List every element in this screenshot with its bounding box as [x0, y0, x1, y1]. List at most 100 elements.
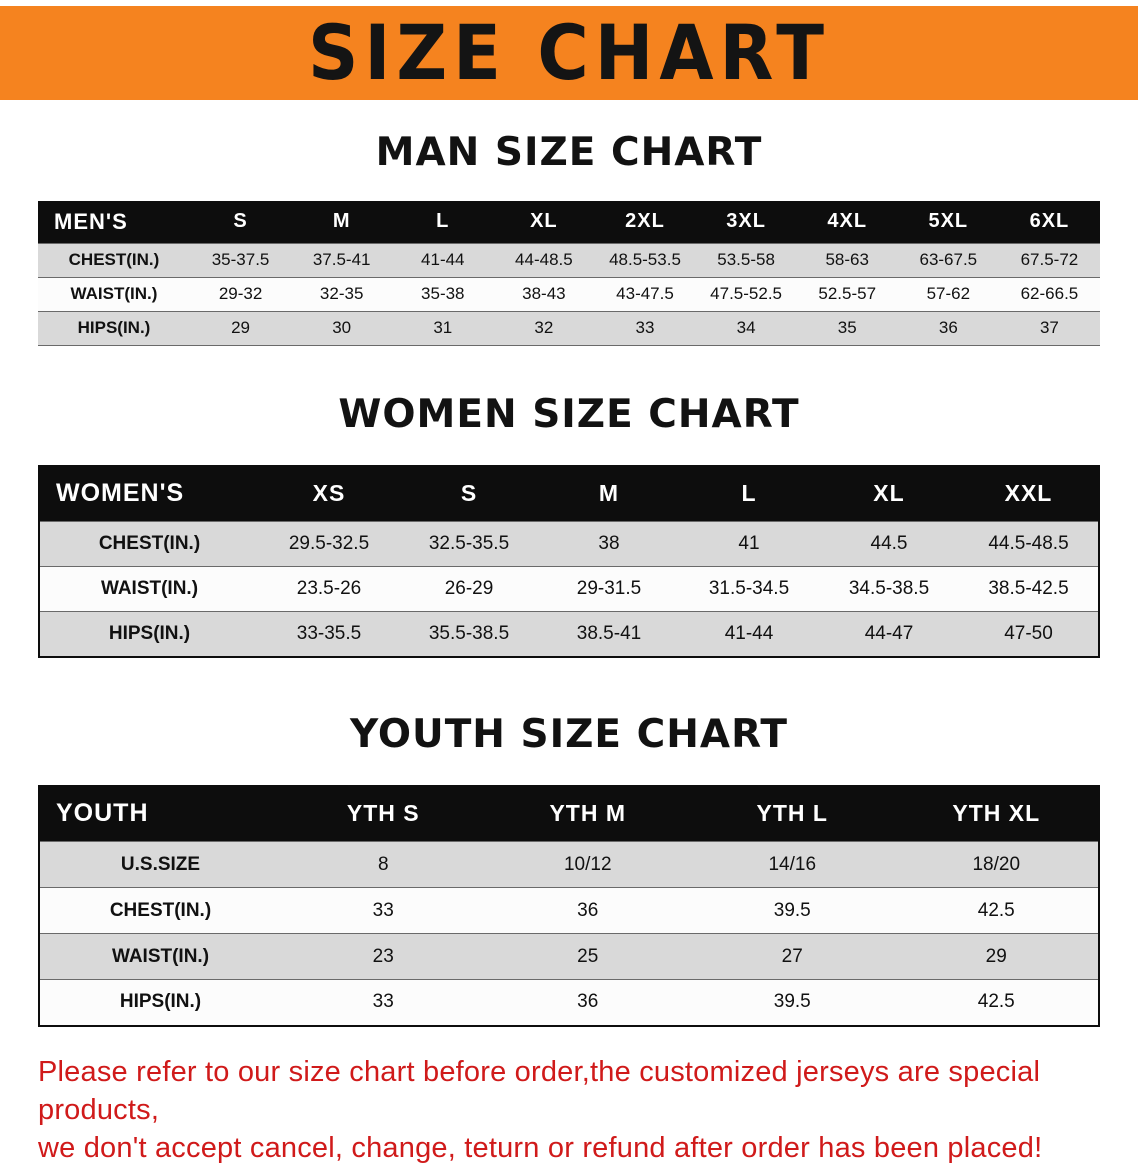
value-cell: 29-31.5 — [539, 567, 679, 612]
table-title-cell: YOUTH — [39, 786, 281, 842]
value-cell: 58-63 — [797, 243, 898, 277]
size-header-cell: L — [679, 466, 819, 522]
size-header-cell: 2XL — [594, 201, 695, 243]
size-header-cell: YTH M — [486, 786, 691, 842]
value-cell: 23 — [281, 934, 486, 980]
value-cell: 14/16 — [690, 842, 895, 888]
value-cell: 41-44 — [392, 243, 493, 277]
value-cell: 48.5-53.5 — [594, 243, 695, 277]
value-cell: 44-48.5 — [493, 243, 594, 277]
row-label-cell: WAIST(IN.) — [39, 934, 281, 980]
size-header-cell: M — [291, 201, 392, 243]
value-cell: 27 — [690, 934, 895, 980]
order-notice: Please refer to our size chart before or… — [38, 1053, 1102, 1167]
value-cell: 41 — [679, 522, 819, 567]
value-cell: 42.5 — [895, 980, 1100, 1026]
row-label-cell: HIPS(IN.) — [39, 612, 259, 657]
value-cell: 47.5-52.5 — [696, 277, 797, 311]
size-header-cell: YTH XL — [895, 786, 1100, 842]
value-cell: 29-32 — [190, 277, 291, 311]
size-header-cell: XL — [493, 201, 594, 243]
value-cell: 37 — [999, 311, 1100, 345]
value-cell: 32.5-35.5 — [399, 522, 539, 567]
value-cell: 38 — [539, 522, 679, 567]
size-header-cell: XS — [259, 466, 399, 522]
value-cell: 63-67.5 — [898, 243, 999, 277]
value-cell: 33-35.5 — [259, 612, 399, 657]
value-cell: 44.5-48.5 — [959, 522, 1099, 567]
value-cell: 34.5-38.5 — [819, 567, 959, 612]
value-cell: 35 — [797, 311, 898, 345]
value-cell: 41-44 — [679, 612, 819, 657]
value-cell: 33 — [281, 888, 486, 934]
value-cell: 36 — [898, 311, 999, 345]
value-cell: 53.5-58 — [696, 243, 797, 277]
value-cell: 25 — [486, 934, 691, 980]
women-section-heading: WOMEN SIZE CHART — [0, 392, 1138, 437]
size-header-cell: S — [399, 466, 539, 522]
value-cell: 52.5-57 — [797, 277, 898, 311]
value-cell: 26-29 — [399, 567, 539, 612]
page-title: SIZE CHART — [308, 9, 830, 98]
size-header-cell: YTH S — [281, 786, 486, 842]
row-label-cell: HIPS(IN.) — [38, 311, 190, 345]
row-label-cell: WAIST(IN.) — [38, 277, 190, 311]
value-cell: 34 — [696, 311, 797, 345]
row-label-cell: CHEST(IN.) — [39, 522, 259, 567]
value-cell: 43-47.5 — [594, 277, 695, 311]
value-cell: 10/12 — [486, 842, 691, 888]
value-cell: 39.5 — [690, 888, 895, 934]
value-cell: 57-62 — [898, 277, 999, 311]
value-cell: 35.5-38.5 — [399, 612, 539, 657]
table-title-cell: WOMEN'S — [39, 466, 259, 522]
size-header-cell: S — [190, 201, 291, 243]
size-header-cell: YTH L — [690, 786, 895, 842]
value-cell: 35-38 — [392, 277, 493, 311]
value-cell: 32-35 — [291, 277, 392, 311]
size-header-cell: 5XL — [898, 201, 999, 243]
table-title-cell: MEN'S — [38, 201, 190, 243]
value-cell: 62-66.5 — [999, 277, 1100, 311]
value-cell: 33 — [594, 311, 695, 345]
value-cell: 23.5-26 — [259, 567, 399, 612]
value-cell: 36 — [486, 980, 691, 1026]
value-cell: 36 — [486, 888, 691, 934]
size-header-cell: L — [392, 201, 493, 243]
size-header-cell: 6XL — [999, 201, 1100, 243]
value-cell: 29 — [895, 934, 1100, 980]
value-cell: 33 — [281, 980, 486, 1026]
value-cell: 67.5-72 — [999, 243, 1100, 277]
value-cell: 42.5 — [895, 888, 1100, 934]
youth-section-heading: YOUTH SIZE CHART — [0, 712, 1138, 757]
banner: SIZE CHART — [0, 6, 1138, 100]
value-cell: 8 — [281, 842, 486, 888]
value-cell: 32 — [493, 311, 594, 345]
value-cell: 38.5-41 — [539, 612, 679, 657]
row-label-cell: WAIST(IN.) — [39, 567, 259, 612]
size-header-cell: M — [539, 466, 679, 522]
value-cell: 30 — [291, 311, 392, 345]
value-cell: 39.5 — [690, 980, 895, 1026]
size-header-cell: 3XL — [696, 201, 797, 243]
value-cell: 29 — [190, 311, 291, 345]
row-label-cell: U.S.SIZE — [39, 842, 281, 888]
value-cell: 29.5-32.5 — [259, 522, 399, 567]
